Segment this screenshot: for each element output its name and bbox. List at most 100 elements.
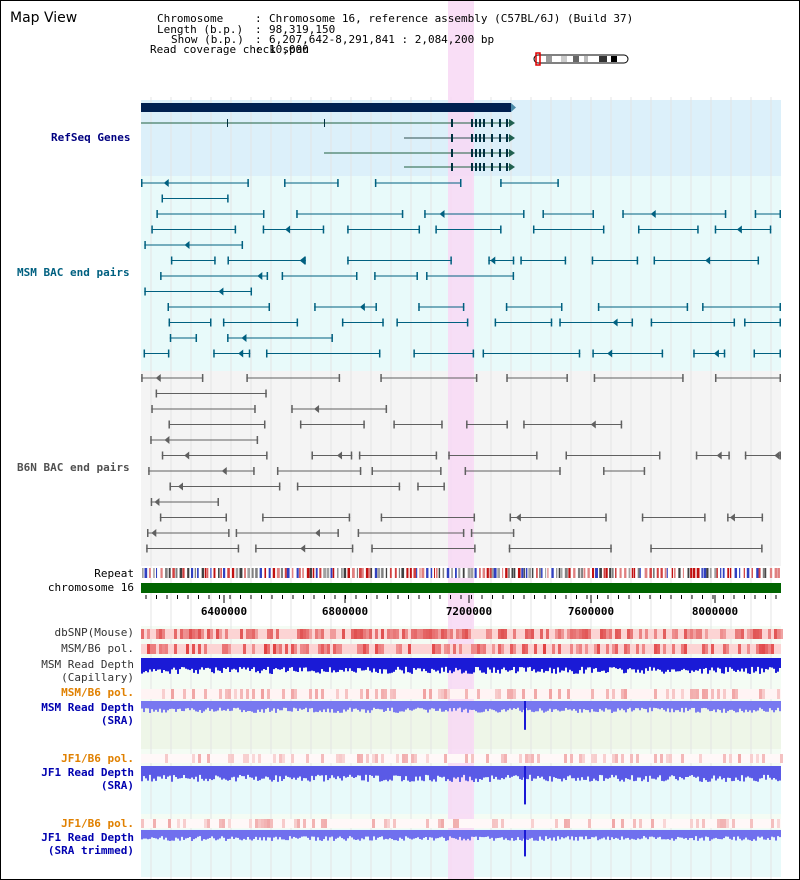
jf1-read-depth-sra-bar	[149, 766, 151, 775]
msm-read-depth-sra-bar	[325, 701, 327, 713]
b6n-bac-pair-end	[509, 513, 512, 522]
msm-bac-pair-end	[697, 225, 699, 234]
repeat-element	[746, 568, 750, 578]
jf1-read-depth-trimmed-bar	[621, 830, 623, 837]
jf1-read-depth-sra-bar	[565, 766, 567, 781]
dbsnp-track-cell	[276, 629, 279, 639]
msm-bac-pair-end	[550, 318, 553, 327]
jf1-read-depth-trimmed-bar	[619, 830, 621, 840]
msm-read-depth-sra-bar	[303, 701, 305, 710]
msm-bac-pair-end	[459, 179, 462, 187]
jf1-read-depth-trimmed-bar	[701, 830, 703, 838]
msm-bac-pair-arrow	[285, 225, 291, 234]
jf1-read-depth-sra-bar	[509, 766, 511, 778]
jf1-read-depth-sra-bar	[479, 766, 481, 779]
msm-b6-pol-track-cell	[459, 644, 462, 654]
jf1-read-depth-trimmed-bar	[591, 830, 593, 838]
msm-b6-pol-track-cell	[357, 644, 360, 654]
msm-bac-pair-end	[168, 318, 171, 327]
repeat-element	[581, 568, 583, 578]
axis-tick-label: 7600000	[568, 605, 614, 618]
track-label-jf1-b6-pol-trimmed: JF1/B6 pol.	[61, 817, 134, 830]
msm-read-depth-capillary-bar	[209, 658, 211, 669]
msm-read-depth-capillary-bar	[557, 658, 559, 668]
msm-read-depth-capillary-bar	[331, 658, 333, 673]
jf1-read-depth-trimmed-bar	[773, 830, 775, 838]
repeat-element	[220, 568, 222, 578]
msm-bac-pair-end	[532, 225, 535, 234]
msm-read-depth-sra-bar	[553, 701, 555, 710]
msm-read-depth-capillary-bar	[683, 658, 685, 669]
msm-read-depth-sra-bar	[639, 701, 641, 711]
dbsnp-track-cell	[435, 629, 438, 639]
msm-b6-pol-sra-track-cell	[219, 689, 222, 699]
msm-read-depth-sra-bar	[773, 701, 775, 713]
msm-read-depth-sra-bar	[571, 701, 573, 711]
msm-bac-pair-end	[304, 256, 306, 265]
jf1-read-depth-trimmed-bar	[201, 830, 203, 841]
msm-read-depth-sra-bar	[199, 701, 201, 711]
repeat-element	[319, 568, 322, 578]
jf1-read-depth-sra-bar	[409, 766, 411, 782]
jf1-read-depth-trimmed-bar	[265, 830, 267, 841]
jf1-read-depth-sra-bar	[505, 766, 507, 778]
jf1-read-depth-trimmed-bar	[461, 830, 463, 841]
msm-read-depth-sra-bar	[177, 701, 179, 710]
ideogram-band	[561, 56, 567, 62]
repeat-element	[528, 568, 532, 578]
msm-read-depth-sra-bar	[439, 701, 441, 709]
dbsnp-track-cell	[423, 629, 426, 639]
msm-b6-pol-sra-track-cell	[183, 689, 186, 699]
msm-read-depth-sra-bar	[237, 701, 239, 708]
jf1-read-depth-trimmed-bar	[661, 830, 663, 840]
jf1-read-depth-trimmed-bar	[309, 830, 311, 840]
repeat-element	[235, 568, 239, 578]
msm-read-depth-capillary-bar	[689, 658, 691, 674]
msm-read-depth-sra-bar	[511, 701, 513, 710]
repeat-element	[649, 568, 652, 578]
msm-read-depth-sra-bar	[737, 701, 739, 713]
jf1-read-depth-sra-bar	[365, 766, 367, 775]
jf1-read-depth-trimmed-bar	[717, 830, 719, 839]
jf1-read-depth-sra-bar	[157, 766, 159, 777]
jf1-read-depth-sra-bar	[343, 766, 345, 777]
msm-b6-pol-track-cell	[438, 644, 441, 654]
jf1-read-depth-sra-bar	[211, 766, 213, 781]
jf1-read-depth-trimmed-bar	[655, 830, 657, 839]
jf1-read-depth-trimmed-bar	[283, 830, 285, 840]
jf1-b6-pol-trimmed-track-cell	[267, 819, 270, 828]
b6n-bac-pair-end	[779, 451, 781, 460]
refseq-exon	[506, 119, 508, 127]
jf1-read-depth-trimmed-bar	[171, 830, 173, 841]
msm-read-depth-capillary-bar	[583, 658, 585, 674]
jf1-read-depth-trimmed-bar	[597, 830, 599, 841]
msm-read-depth-capillary-bar	[631, 658, 633, 670]
repeat-element	[467, 568, 471, 578]
msm-b6-pol-track-cell	[225, 644, 228, 654]
jf1-read-depth-trimmed-bar	[205, 830, 207, 840]
jf1-read-depth-sra-bar	[219, 766, 221, 778]
jf1-read-depth-sra-bar	[501, 766, 503, 779]
msm-read-depth-capillary-bar	[593, 658, 595, 669]
jf1-read-depth-trimmed-bar	[569, 830, 571, 840]
msm-read-depth-sra-bar	[697, 701, 699, 712]
repeat-element	[720, 568, 722, 578]
dbsnp-track-cell	[570, 629, 573, 639]
jf1-b6-pol-trimmed-track-cell	[438, 819, 441, 828]
msm-b6-pol-sra-track-cell	[477, 689, 480, 699]
msm-b6-pol-sra-track-cell	[495, 689, 498, 699]
msm-read-depth-sra-bar	[171, 701, 173, 709]
msm-b6-pol-track-cell	[480, 644, 483, 654]
jf1-read-depth-sra-bar	[437, 766, 439, 776]
dbsnp-track-cell	[309, 629, 312, 639]
jf1-read-depth-trimmed-bar	[197, 830, 199, 837]
jf1-read-depth-trimmed-bar	[339, 830, 341, 837]
jf1-read-depth-trimmed-bar	[727, 830, 729, 837]
dbsnp-track-cell	[351, 629, 354, 639]
jf1-read-depth-trimmed-bar	[269, 830, 271, 838]
dbsnp-track-cell	[393, 629, 396, 639]
jf1-read-depth-sra-bar	[471, 766, 473, 781]
dbsnp-track-cell	[672, 629, 675, 639]
jf1-read-depth-sra-bar	[317, 766, 319, 775]
